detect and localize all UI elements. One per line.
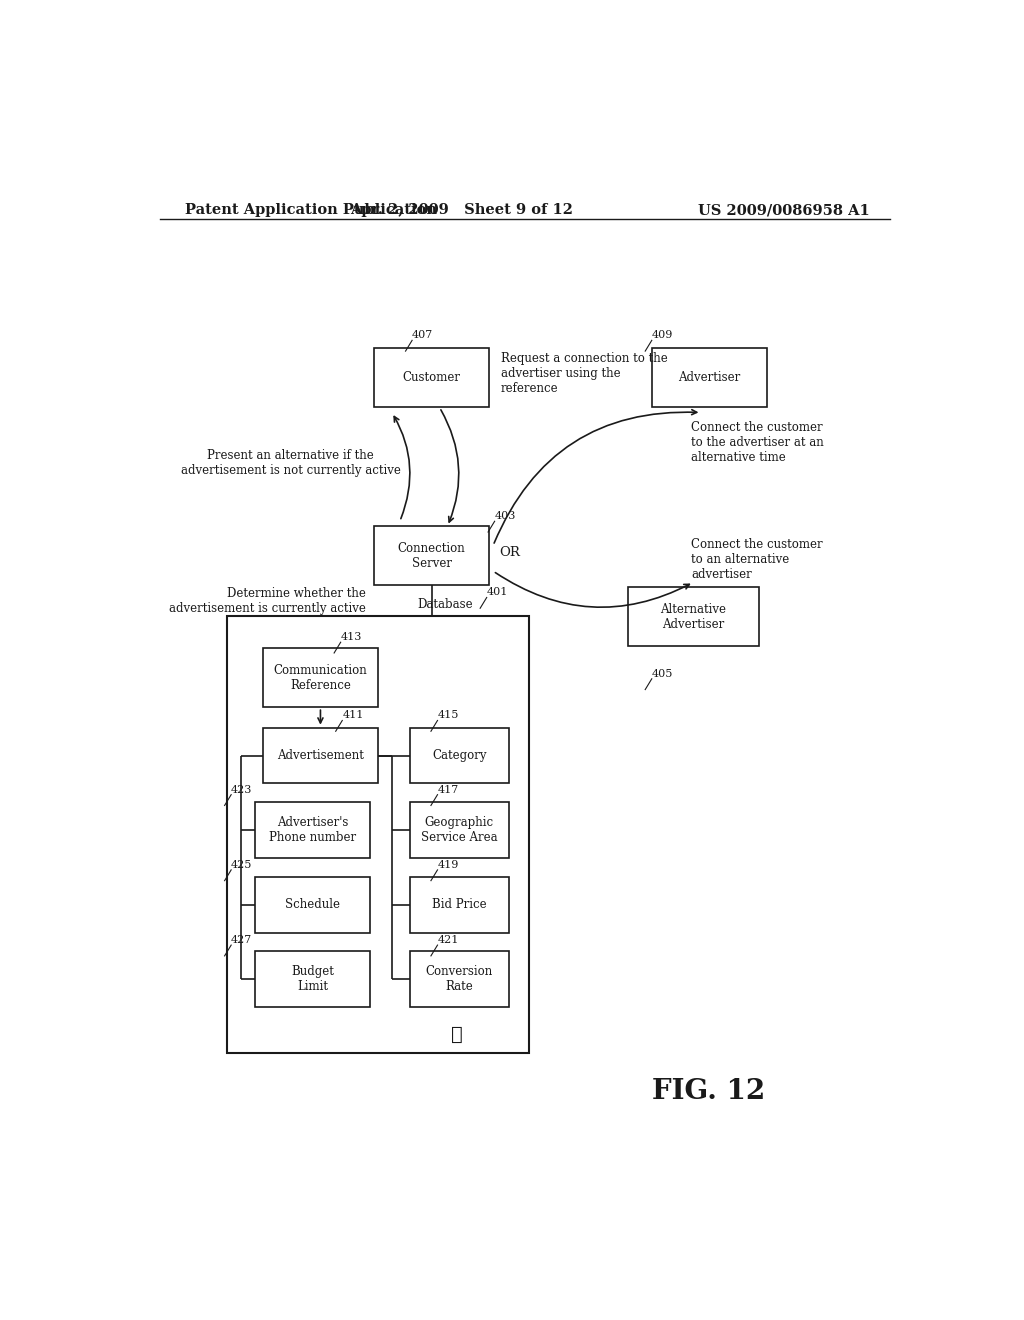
Text: Connect the customer
to the advertiser at an
alternative time: Connect the customer to the advertiser a…	[691, 421, 824, 465]
Text: Connect the customer
to an alternative
advertiser: Connect the customer to an alternative a…	[691, 539, 823, 581]
Bar	[410, 876, 509, 933]
Text: FIG. 12: FIG. 12	[652, 1078, 765, 1105]
Bar	[374, 348, 489, 408]
Text: US 2009/0086958 A1: US 2009/0086958 A1	[698, 203, 870, 216]
Text: Database: Database	[418, 598, 473, 611]
Bar	[255, 952, 370, 1007]
Text: 423: 423	[231, 784, 253, 795]
Text: 413: 413	[341, 632, 362, 643]
Text: 411: 411	[342, 710, 364, 721]
Text: Alternative
Advertiser: Alternative Advertiser	[660, 603, 726, 631]
Text: Request a connection to the
advertiser using the
reference: Request a connection to the advertiser u…	[501, 351, 668, 395]
Bar	[410, 801, 509, 858]
Text: 417: 417	[437, 784, 459, 795]
Text: Category: Category	[432, 748, 486, 762]
Text: Advertiser: Advertiser	[678, 371, 740, 384]
Text: ⋮: ⋮	[452, 1026, 463, 1044]
Text: 403: 403	[495, 511, 516, 521]
Text: Communication
Reference: Communication Reference	[273, 664, 368, 692]
Bar	[374, 527, 489, 585]
Text: Connection
Server: Connection Server	[397, 541, 466, 570]
Bar	[255, 876, 370, 933]
Bar	[263, 727, 378, 784]
Text: 421: 421	[437, 935, 459, 945]
Text: Determine whether the
advertisement is currently active: Determine whether the advertisement is c…	[169, 586, 367, 615]
Text: Schedule: Schedule	[285, 899, 340, 911]
Bar	[263, 648, 378, 708]
Text: 419: 419	[437, 859, 459, 870]
Bar	[227, 615, 528, 1053]
Bar	[628, 587, 759, 647]
Text: Advertisement: Advertisement	[278, 748, 364, 762]
Text: Advertiser's
Phone number: Advertiser's Phone number	[269, 816, 356, 843]
Text: 425: 425	[231, 859, 253, 870]
Text: 415: 415	[437, 710, 459, 721]
Text: Bid Price: Bid Price	[432, 899, 486, 911]
Text: Conversion
Rate: Conversion Rate	[426, 965, 493, 993]
Text: Geographic
Service Area: Geographic Service Area	[421, 816, 498, 843]
Text: 409: 409	[652, 330, 673, 341]
Text: 405: 405	[652, 669, 673, 678]
Text: 427: 427	[231, 935, 253, 945]
Text: Budget
Limit: Budget Limit	[291, 965, 334, 993]
Text: 407: 407	[412, 330, 433, 341]
Text: Apr. 2, 2009   Sheet 9 of 12: Apr. 2, 2009 Sheet 9 of 12	[350, 203, 572, 216]
Text: Present an alternative if the
advertisement is not currently active: Present an alternative if the advertisem…	[181, 449, 400, 478]
Bar	[410, 952, 509, 1007]
Bar	[410, 727, 509, 784]
Text: Customer: Customer	[402, 371, 461, 384]
Text: 401: 401	[486, 587, 508, 598]
Text: Patent Application Publication: Patent Application Publication	[185, 203, 437, 216]
Text: OR: OR	[500, 546, 520, 560]
Bar	[255, 801, 370, 858]
Bar	[652, 348, 767, 408]
